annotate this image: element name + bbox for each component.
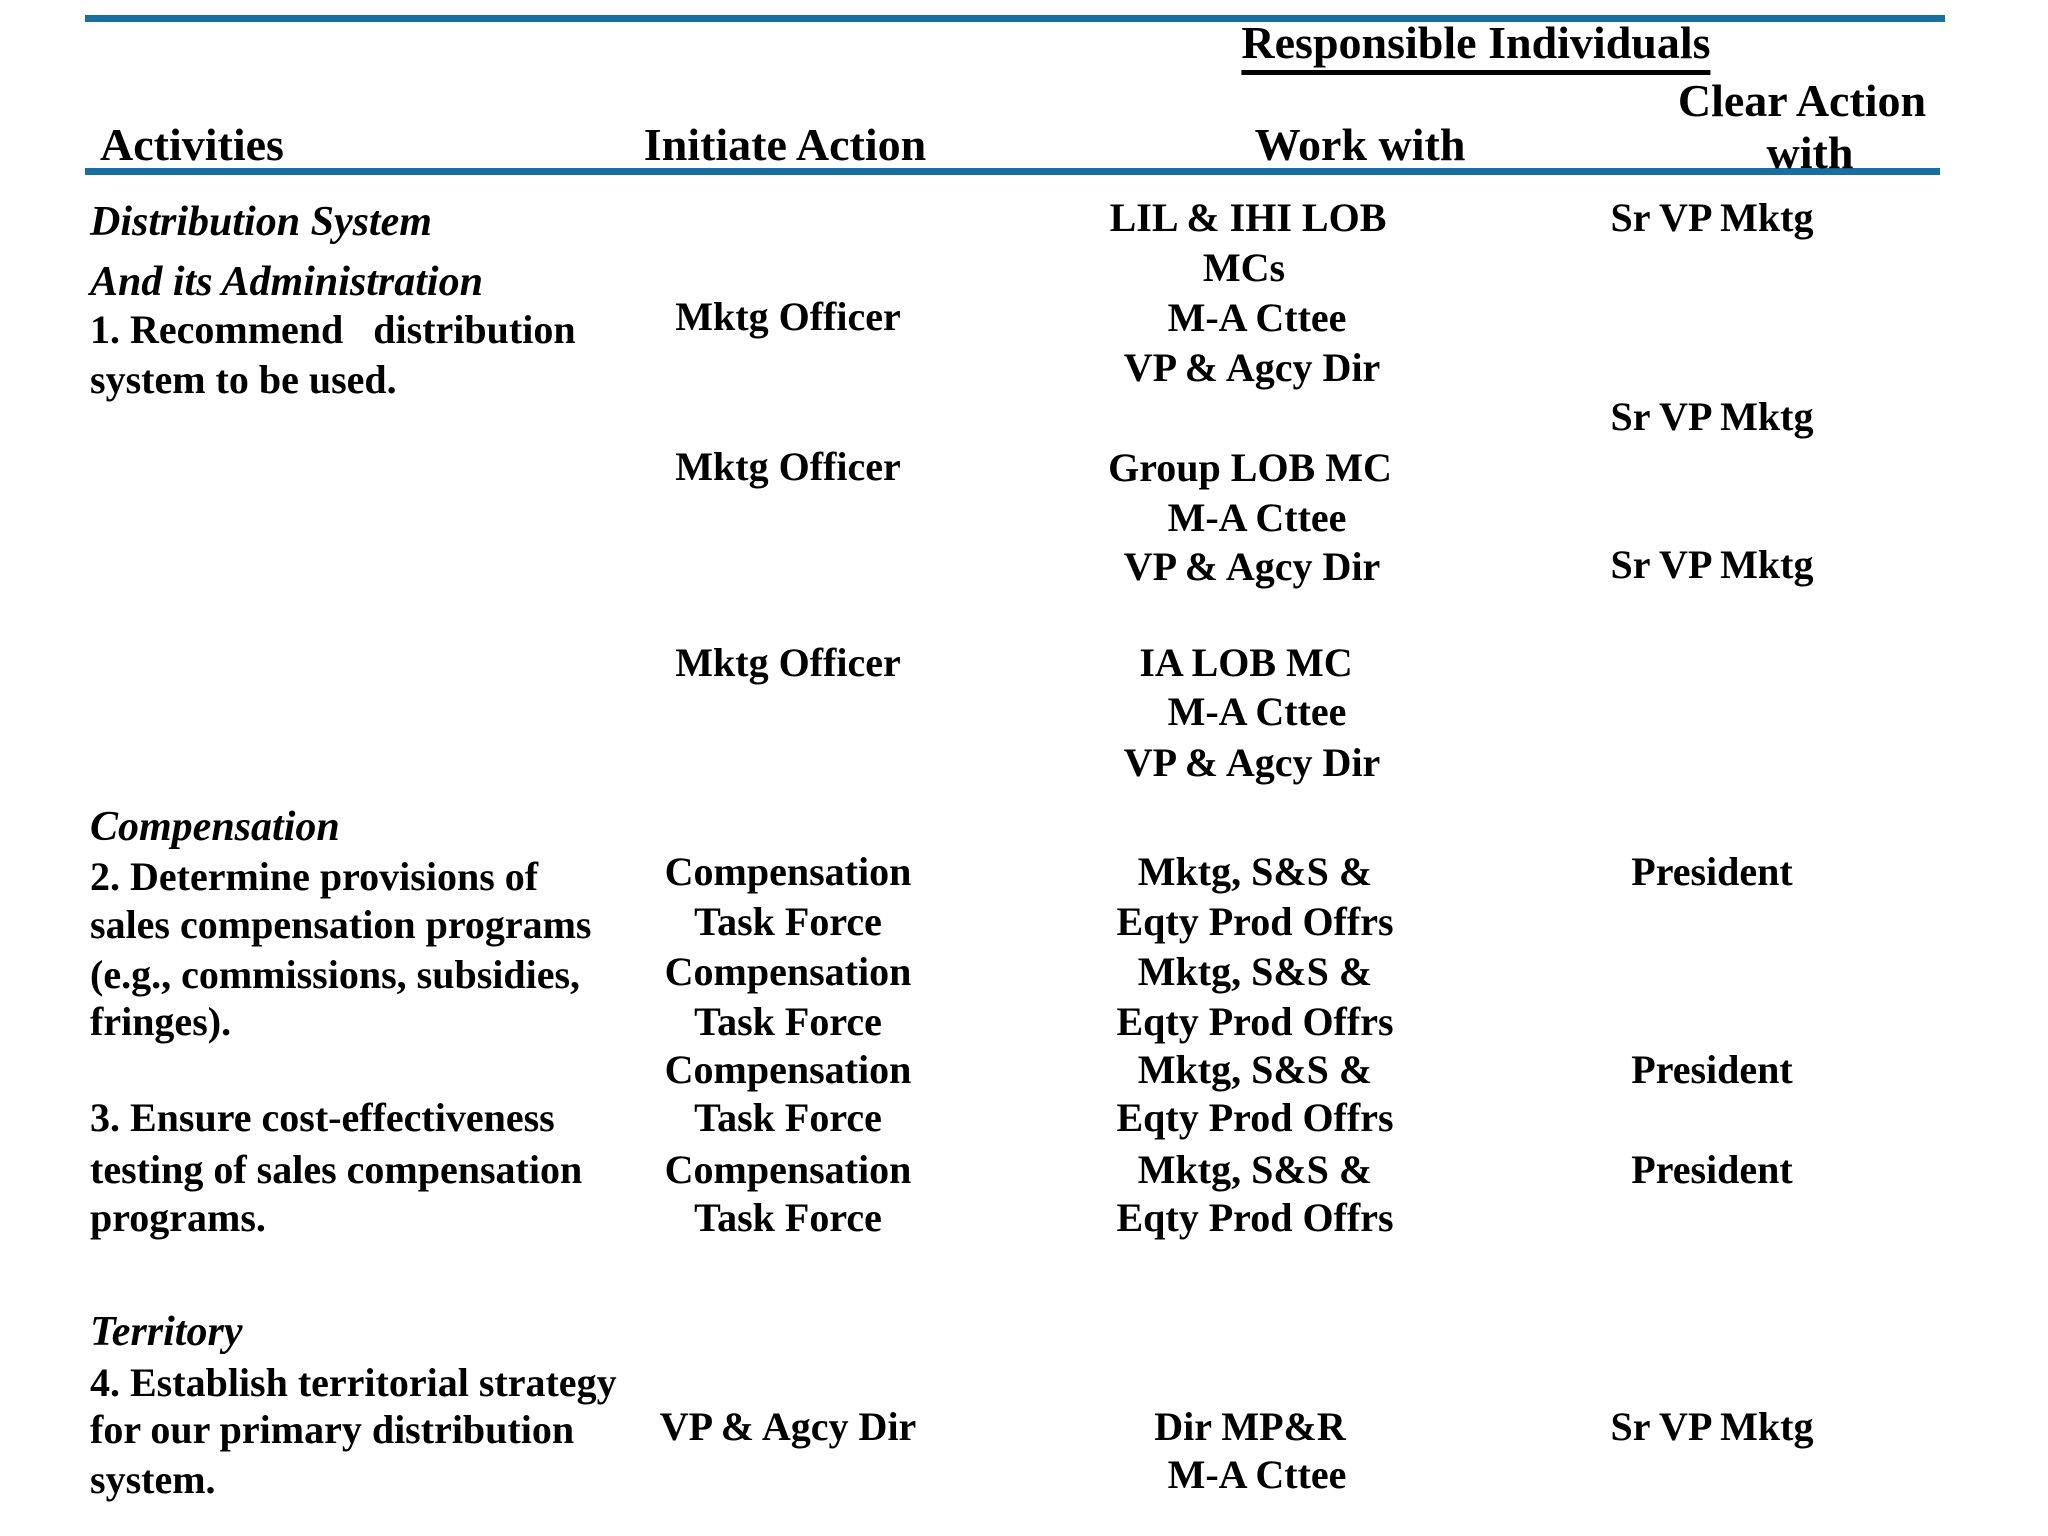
activity-line: sales compensation programs: [90, 902, 592, 947]
clear-action-entry: President: [1631, 1147, 1793, 1192]
work-with-entry: Mktg, S&S &: [1137, 1047, 1373, 1092]
initiate-action-entry: Task Force: [694, 999, 882, 1044]
initiate-action-entry: Compensation: [664, 1047, 912, 1092]
work-with-entry: VP & Agcy Dir: [1123, 345, 1381, 390]
column-header-clear-action-line2: with: [1766, 127, 1854, 178]
activity-section-heading: And its Administration: [90, 259, 483, 305]
activity-section-heading: Territory: [90, 1309, 243, 1355]
activity-line: (e.g., commissions, subsidies,: [90, 952, 581, 997]
activity-line: system.: [90, 1457, 216, 1502]
initiate-action-entry: Task Force: [694, 1195, 882, 1240]
work-with-entry: M-A Cttee: [1167, 295, 1347, 340]
work-with-entry: VP & Agcy Dir: [1123, 544, 1381, 589]
clear-action-entry: President: [1631, 1047, 1793, 1092]
work-with-entry: M-A Cttee: [1167, 1452, 1347, 1497]
clear-action-entry: Sr VP Mktg: [1610, 195, 1814, 240]
activity-line: 4. Establish territorial strategy: [90, 1360, 617, 1405]
activity-section-heading: Distribution System: [90, 199, 432, 245]
initiate-action-entry: Compensation: [664, 849, 912, 894]
column-header-work-with: Work with: [1254, 119, 1466, 170]
activity-line: 1. Recommend distribution: [90, 307, 576, 352]
work-with-entry: MCs: [1202, 245, 1286, 290]
initiate-action-entry: Compensation: [664, 1147, 912, 1192]
initiate-action-entry: VP & Agcy Dir: [659, 1404, 917, 1449]
clear-action-entry: President: [1631, 849, 1793, 894]
work-with-entry: M-A Cttee: [1167, 495, 1347, 540]
column-header-activities: Activities: [100, 119, 284, 170]
column-header-initiate-action: Initiate Action: [643, 119, 927, 170]
initiate-action-entry: Mktg Officer: [675, 640, 901, 685]
work-with-entry: LIL & IHI LOB: [1109, 195, 1387, 240]
work-with-entry: Mktg, S&S &: [1137, 1147, 1373, 1192]
work-with-entry: Eqty Prod Offrs: [1116, 1095, 1394, 1140]
clear-action-entry: Sr VP Mktg: [1610, 394, 1814, 439]
header-bottom-rule: [85, 168, 1940, 175]
work-with-entry: Eqty Prod Offrs: [1116, 1195, 1394, 1240]
column-header-clear-action-line1: Clear Action: [1677, 75, 1927, 126]
initiate-action-entry: Task Force: [694, 899, 882, 944]
initiate-action-entry: Mktg Officer: [675, 294, 901, 339]
work-with-entry: Mktg, S&S &: [1137, 849, 1373, 894]
work-with-entry: Eqty Prod Offrs: [1116, 899, 1394, 944]
activity-line: for our primary distribution: [90, 1407, 575, 1452]
header-top-rule: [85, 15, 1945, 22]
initiate-action-entry: Compensation: [664, 949, 912, 994]
work-with-entry: Eqty Prod Offrs: [1116, 999, 1394, 1044]
activity-section-heading: Compensation: [90, 804, 340, 850]
initiate-action-entry: Task Force: [694, 1095, 882, 1140]
work-with-entry: Group LOB MC: [1108, 445, 1392, 490]
work-with-entry: VP & Agcy Dir: [1123, 740, 1381, 785]
work-with-entry: IA LOB MC: [1139, 640, 1353, 685]
group-header-responsible-individuals: Responsible Individuals: [1241, 18, 1711, 75]
clear-action-entry: Sr VP Mktg: [1610, 542, 1814, 587]
activity-line: fringes).: [90, 999, 232, 1044]
activity-line: programs.: [90, 1195, 266, 1240]
activity-line: testing of sales compensation: [90, 1147, 583, 1192]
clear-action-entry: Sr VP Mktg: [1610, 1404, 1814, 1449]
work-with-entry: Dir MP&R: [1154, 1404, 1346, 1449]
activity-line: system to be used.: [90, 357, 397, 402]
work-with-entry: Mktg, S&S &: [1137, 949, 1373, 994]
activity-line: 2. Determine provisions of: [90, 854, 539, 899]
activity-line: 3. Ensure cost-effectiveness: [90, 1095, 555, 1140]
work-with-entry: M-A Cttee: [1167, 689, 1347, 734]
initiate-action-entry: Mktg Officer: [675, 444, 901, 489]
